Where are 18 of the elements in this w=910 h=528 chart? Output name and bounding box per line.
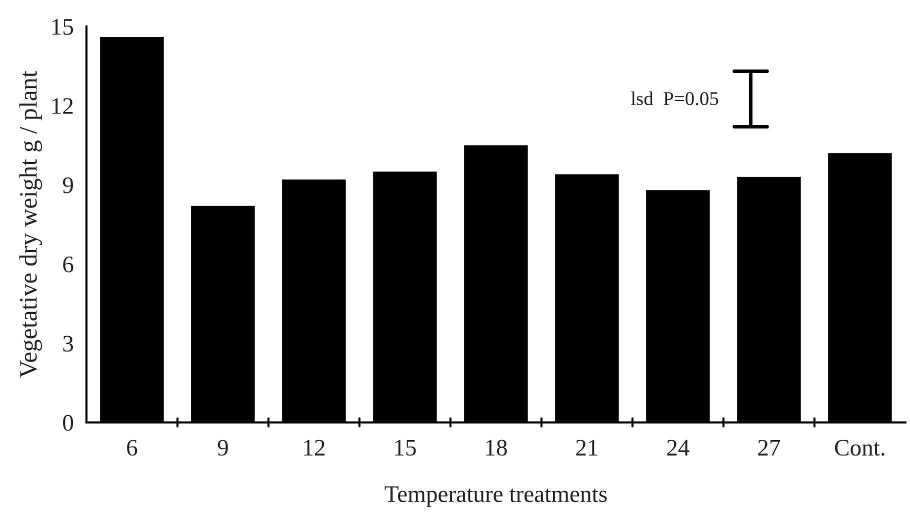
y-tick-label: 0 <box>63 414 74 431</box>
y-tick-label: 9 <box>62 177 73 194</box>
x-tick-label: 18 <box>486 440 507 456</box>
y-tick-label: 12 <box>52 98 73 114</box>
y-tick-label: 3 <box>63 336 74 352</box>
y-tick-label: 15 <box>52 19 74 35</box>
x-tick-label: 27 <box>758 440 780 456</box>
x-tick-label: 21 <box>576 440 598 456</box>
y-axis-title: Vegetative dry weight g / plant <box>19 70 42 378</box>
y-tick-label: 6 <box>63 256 74 272</box>
x-tick-label: Cont. <box>835 440 884 456</box>
x-tick-label: 9 <box>218 440 228 456</box>
x-axis-title: Temperature treatments <box>384 486 607 507</box>
x-tick-label: 15 <box>395 440 416 456</box>
annotation: lsd P=0.05 <box>631 92 718 106</box>
x-tick-label: 6 <box>127 440 138 456</box>
x-tick-label: 12 <box>304 440 324 456</box>
x-tick-label: 24 <box>667 440 690 456</box>
